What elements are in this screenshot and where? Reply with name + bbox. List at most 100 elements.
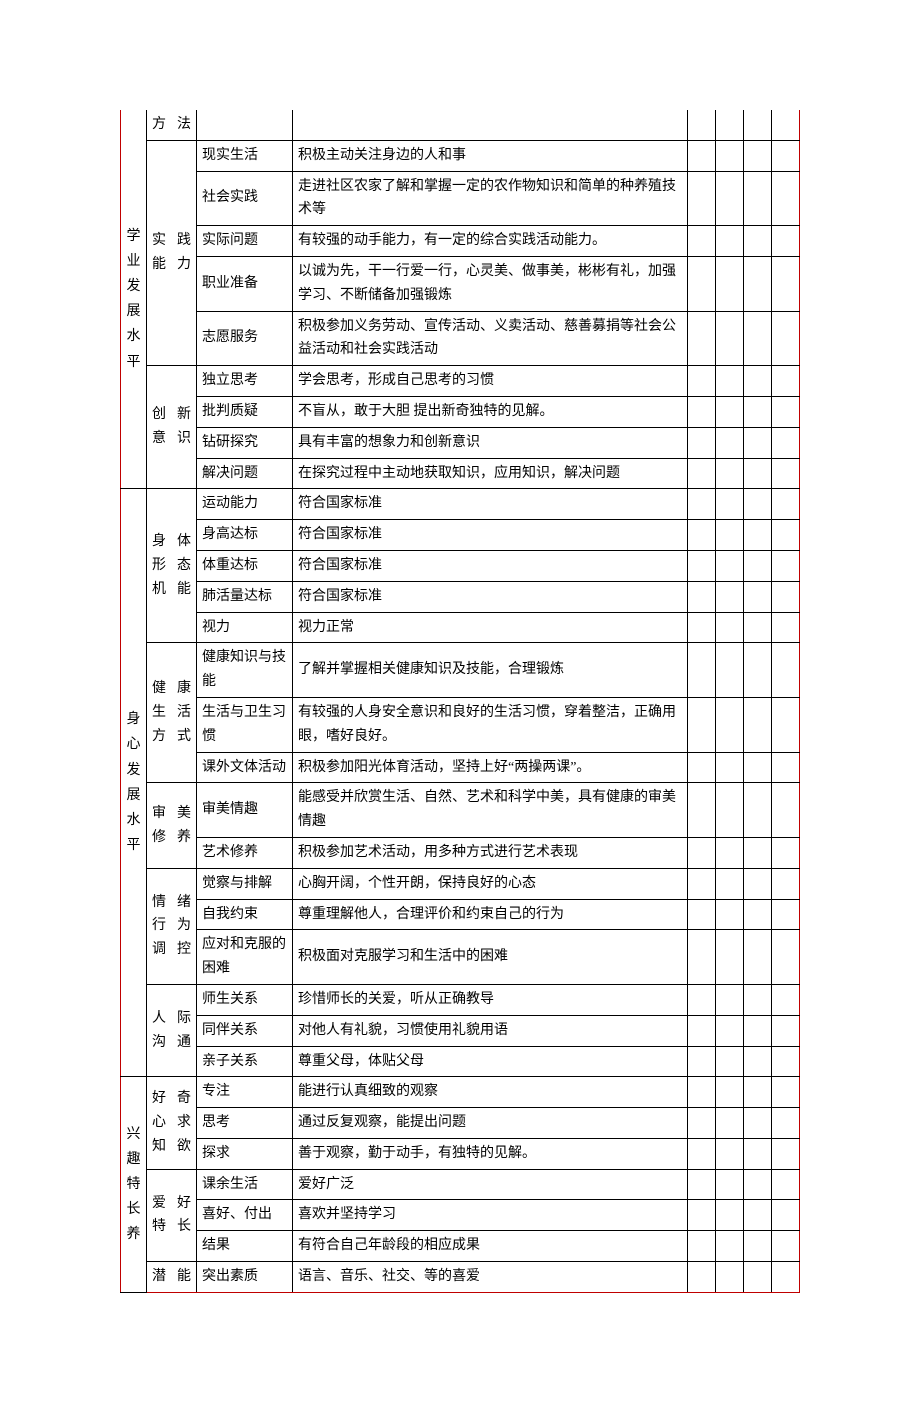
level2-category: 审美修养 [147,783,197,868]
score-cell [716,171,744,226]
level3-item: 运动能力 [197,489,293,520]
description: 有符合自己年龄段的相应成果 [293,1231,688,1262]
level3-item: 思考 [197,1108,293,1139]
score-cell [744,899,772,930]
level3-item: 肺活量达标 [197,581,293,612]
level2-category: 潜能 [147,1262,197,1293]
description: 积极参加艺术活动，用多种方式进行艺术表现 [293,837,688,868]
score-cell [688,171,716,226]
description: 符合国家标准 [293,520,688,551]
level3-item: 艺术修养 [197,837,293,868]
score-cell [716,1231,744,1262]
score-cell [744,550,772,581]
score-cell [772,1138,800,1169]
level2-category: 好奇心求知欲 [147,1077,197,1169]
description: 心胸开阔，个性开朗，保持良好的心态 [293,868,688,899]
level1-category: 兴趣特长养 [121,1077,147,1293]
score-cell [688,984,716,1015]
score-cell [688,612,716,643]
evaluation-table: 学业发展水平方法 实践能力现实生活积极主动关注身边的人和事 社会实践走进社区农家… [120,110,800,1293]
score-cell [716,930,744,985]
score-cell [716,1169,744,1200]
score-cell [772,520,800,551]
score-cell [744,396,772,427]
level3-item: 课外文体活动 [197,752,293,783]
score-cell [744,110,772,140]
description: 不盲从，敢于大胆 提出新奇独特的见解。 [293,396,688,427]
score-cell [772,612,800,643]
score-cell [688,550,716,581]
description: 学会思考，形成自己思考的习惯 [293,366,688,397]
score-cell [716,837,744,868]
score-cell [772,256,800,311]
score-cell [688,256,716,311]
score-cell [744,837,772,868]
level3-item: 亲子关系 [197,1046,293,1077]
score-cell [716,140,744,171]
score-cell [744,1077,772,1108]
score-cell [688,1231,716,1262]
description: 在探究过程中主动地获取知识，应用知识，解决问题 [293,458,688,489]
score-cell [716,1200,744,1231]
score-cell [772,643,800,698]
score-cell [772,1077,800,1108]
score-cell [772,1231,800,1262]
score-cell [688,1015,716,1046]
description: 尊重理解他人，合理评价和约束自己的行为 [293,899,688,930]
score-cell [688,1108,716,1139]
score-cell [772,1046,800,1077]
score-cell [744,427,772,458]
level3-item: 批判质疑 [197,396,293,427]
level3-item: 课余生活 [197,1169,293,1200]
score-cell [772,984,800,1015]
score-cell [688,489,716,520]
description: 积极参加义务劳动、宣传活动、义卖活动、慈善募捐等社会公益活动和社会实践活动 [293,311,688,366]
level3-item: 实际问题 [197,226,293,257]
score-cell [744,458,772,489]
score-cell [716,581,744,612]
score-cell [716,783,744,838]
score-cell [716,427,744,458]
score-cell [744,612,772,643]
score-cell [716,1077,744,1108]
score-cell [716,1138,744,1169]
score-cell [688,581,716,612]
score-cell [744,256,772,311]
score-cell [688,783,716,838]
level3-item [197,110,293,140]
level2-category: 健康生活方式 [147,643,197,783]
score-cell [716,110,744,140]
level2-category: 实践能力 [147,140,197,365]
description: 语言、音乐、社交、等的喜爱 [293,1262,688,1293]
level3-item: 现实生活 [197,140,293,171]
score-cell [772,1108,800,1139]
score-cell [744,140,772,171]
description: 符合国家标准 [293,489,688,520]
description [293,110,688,140]
score-cell [772,783,800,838]
score-cell [772,458,800,489]
level2-category: 身体形态机能 [147,489,197,643]
score-cell [772,581,800,612]
score-cell [772,140,800,171]
score-cell [744,581,772,612]
description: 对他人有礼貌，习惯使用礼貌用语 [293,1015,688,1046]
score-cell [716,489,744,520]
score-cell [688,1046,716,1077]
level1-category: 学业发展水平 [121,110,147,489]
description: 以诚为先，干一行爱一行，心灵美、做事美，彬彬有礼，加强学习、不断储备加强锻炼 [293,256,688,311]
description: 符合国家标准 [293,581,688,612]
score-cell [744,752,772,783]
level1-category: 身心发展水平 [121,489,147,1077]
level3-item: 视力 [197,612,293,643]
level3-item: 探求 [197,1138,293,1169]
score-cell [772,550,800,581]
level3-item: 应对和克服的困难 [197,930,293,985]
score-cell [772,899,800,930]
score-cell [744,366,772,397]
description: 走进社区农家了解和掌握一定的农作物知识和简单的种养殖技术等 [293,171,688,226]
score-cell [688,697,716,752]
score-cell [688,868,716,899]
score-cell [744,1108,772,1139]
score-cell [744,930,772,985]
